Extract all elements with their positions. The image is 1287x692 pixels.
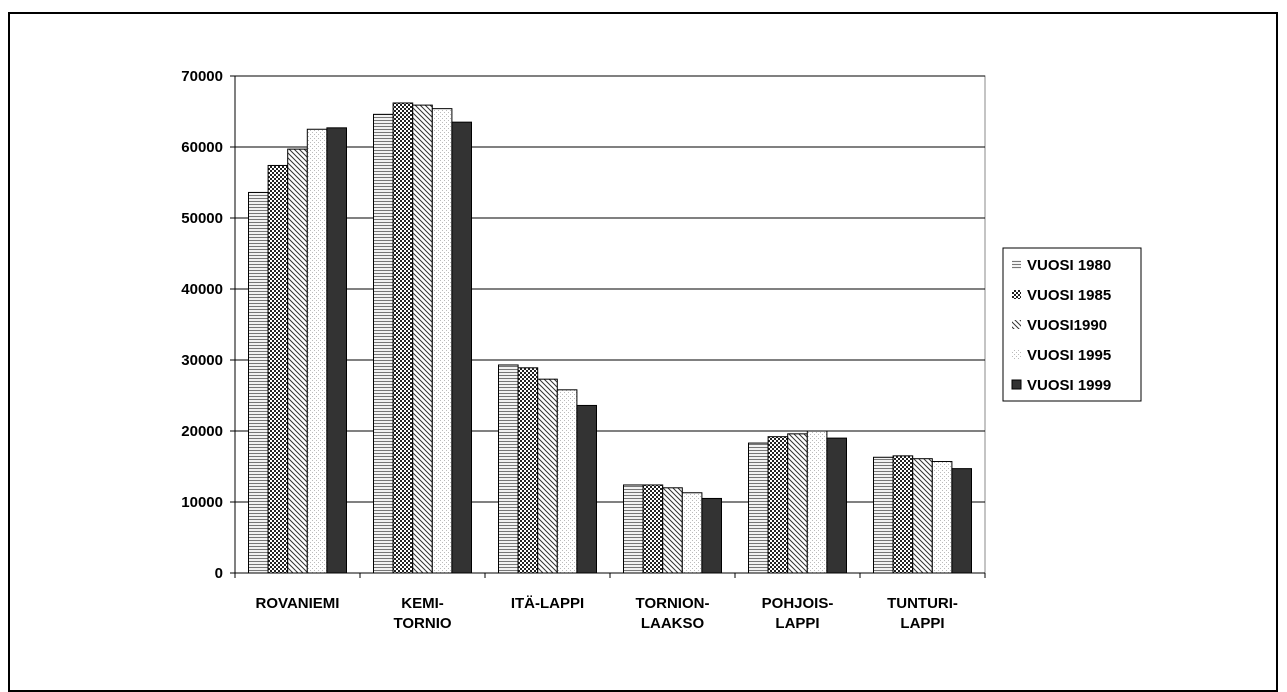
y-tick-label: 50000: [181, 210, 223, 227]
legend-label: VUOSI 1980: [1027, 257, 1111, 274]
legend: VUOSI 1980 VUOSI 1985 VUOSI1990 VUOSI 1995 V…: [1002, 247, 1142, 402]
legend-swatch: [1012, 350, 1021, 359]
x-category-label: POHJOIS-: [762, 595, 834, 612]
x-category-label: ITÄ-LAPPI: [511, 595, 584, 612]
legend-label: VUOSI 1999: [1027, 377, 1111, 394]
bar: [892, 455, 914, 574]
bar: [517, 367, 539, 574]
bar-chart: 0 10000 20000 30000 40000 50000 60000 70000 ROVA…: [181, 68, 1142, 632]
legend-swatch: [1012, 320, 1021, 329]
bar: [826, 437, 848, 574]
bar: [951, 468, 973, 574]
x-category-label: TORNION-: [636, 595, 710, 612]
bar: [912, 458, 933, 574]
y-tick-label: 40000: [181, 281, 223, 298]
bar: [806, 430, 828, 574]
x-category-label: LAAKSO: [641, 615, 705, 632]
bar: [681, 492, 703, 574]
bar: [451, 121, 472, 574]
legend-box: [1002, 247, 1142, 402]
bars: [248, 102, 973, 574]
bar: [392, 102, 414, 574]
legend-swatch: [1012, 260, 1021, 269]
y-tick-label: 60000: [181, 139, 223, 156]
bar: [537, 378, 558, 574]
x-category-label: TORNIO: [393, 615, 451, 632]
bar: [787, 433, 808, 574]
bar: [873, 456, 894, 574]
bar: [576, 404, 598, 574]
bar: [306, 128, 328, 574]
y-tick-label: 70000: [181, 68, 223, 85]
x-category-label: ROVANIEMI: [256, 595, 340, 612]
x-category-label: KEMI-: [401, 595, 444, 612]
bar: [556, 389, 578, 574]
bar: [701, 497, 723, 574]
bar: [431, 108, 453, 574]
bar: [326, 127, 347, 574]
bar: [642, 484, 664, 574]
legend-swatch: [1011, 379, 1022, 390]
bar: [623, 484, 644, 574]
bar: [662, 487, 683, 574]
gridlines: [234, 75, 986, 574]
y-tick-label: 30000: [181, 352, 223, 369]
axes: 0 10000 20000 30000 40000 50000 60000 70000 ROVA…: [181, 68, 986, 632]
bar: [248, 191, 269, 574]
y-tick-label: 20000: [181, 423, 223, 440]
y-tick-label: 0: [215, 565, 223, 582]
bar: [748, 442, 769, 574]
legend-label: VUOSI1990: [1027, 317, 1107, 334]
bar: [267, 164, 289, 574]
y-tick-label: 10000: [181, 494, 223, 511]
x-category-label: LAPPI: [900, 615, 944, 632]
plot-area: [234, 75, 986, 574]
bar: [767, 436, 789, 574]
bar: [498, 364, 519, 574]
x-category-label: TUNTURI-: [887, 595, 958, 612]
bar: [412, 104, 433, 574]
bar: [287, 148, 308, 574]
legend-swatch: [1012, 290, 1021, 299]
legend-label: VUOSI 1995: [1027, 347, 1111, 364]
bar: [931, 461, 953, 574]
x-category-label: LAPPI: [775, 615, 819, 632]
legend-label: VUOSI 1985: [1027, 287, 1111, 304]
bar: [373, 113, 394, 574]
